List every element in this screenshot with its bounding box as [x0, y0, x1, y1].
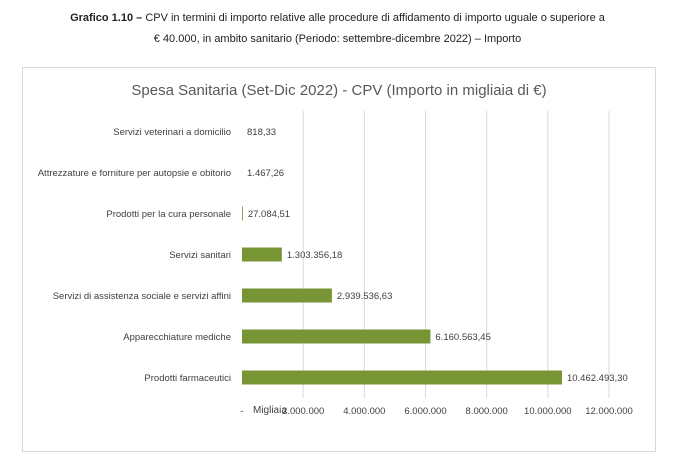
figure-caption-label: Grafico 1.10 – [70, 12, 143, 24]
chart-title: Spesa Sanitaria (Set-Dic 2022) - CPV (Im… [131, 82, 546, 99]
figure-caption-line1: Grafico 1.10 – CPV in termini di importo… [0, 12, 675, 24]
bar [242, 370, 562, 385]
category-label: Servizi veterinari a domicilio [113, 127, 231, 138]
value-label: 818,33 [247, 127, 276, 138]
value-label: 10.462.493,30 [567, 373, 628, 384]
value-label: 6.160.563,45 [435, 332, 490, 343]
category-label: Prodotti farmaceutici [144, 373, 231, 384]
bar [242, 206, 243, 221]
category-label: Servizi di assistenza sociale e servizi … [53, 291, 231, 302]
value-label: 1.303.356,18 [287, 250, 342, 261]
value-labels: 818,33 1.467,26 27.084,51 1.303.356,18 2.939… [247, 127, 628, 384]
x-tick-label: - [240, 406, 243, 417]
value-label: 1.467,26 [247, 168, 284, 179]
value-label: 2.939.536,63 [337, 291, 392, 302]
category-label: Apparecchiature mediche [123, 332, 231, 343]
category-label: Prodotti per la cura personale [106, 209, 231, 220]
x-tick-label: 8.000.000 [466, 406, 508, 417]
x-axis-label: Migliaia [253, 405, 287, 416]
x-tick-labels: - 2.000.000 4.000.000 6.000.000 8.000.000 10.… [240, 406, 632, 417]
figure-caption-line2: € 40.000, in ambito sanitario (Periodo: … [153, 33, 522, 45]
x-tick-label: 4.000.000 [343, 406, 385, 417]
bar [242, 247, 282, 262]
bar [242, 329, 431, 344]
chart-frame: Spesa Sanitaria (Set-Dic 2022) - CPV (Im… [22, 67, 656, 452]
bar-chart: Spesa Sanitaria (Set-Dic 2022) - CPV (Im… [38, 82, 633, 417]
x-tick-label: 2.000.000 [282, 406, 324, 417]
figure-caption-text: CPV in termini di importo relative alle … [145, 12, 605, 24]
category-label: Servizi sanitari [169, 250, 231, 261]
x-tick-label: 10.000.000 [524, 406, 572, 417]
category-label: Attrezzature e forniture per autopsie e … [38, 168, 231, 179]
value-label: 27.084,51 [248, 209, 290, 220]
category-labels: Servizi veterinari a domicilio Attrezzatu… [38, 127, 231, 384]
x-tick-label: 6.000.000 [404, 406, 446, 417]
bar [242, 288, 332, 303]
x-tick-label: 12.000.000 [585, 406, 633, 417]
bars [242, 124, 562, 385]
grid-lines [302, 111, 610, 398]
